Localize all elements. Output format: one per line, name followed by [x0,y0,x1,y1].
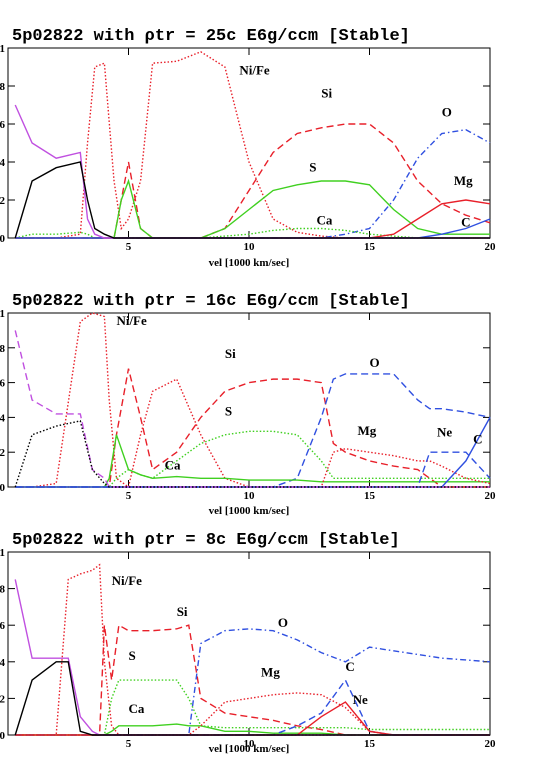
y-tick-label: .4 [0,157,6,169]
x-tick-label: 20 [485,241,497,253]
series-line [15,417,491,488]
x-axis-label: vel [1000 km/sec] [209,257,290,269]
series-label: C [473,432,482,447]
x-tick-label: 10 [244,738,256,750]
series-line [14,661,490,736]
x-tick-label: 5 [126,241,132,253]
series-line [15,227,490,239]
y-tick-label: 0 [0,233,6,245]
series-label: Ni/Fe [116,313,147,328]
series-label: Mg [454,173,473,188]
series-line [15,563,490,736]
series-label: O [370,355,380,370]
x-tick-label: 10 [244,241,256,253]
series-label: S [309,160,316,175]
series-label: Mg [261,664,280,679]
x-tick-label: 20 [485,490,497,502]
x-tick-label: 5 [126,738,132,750]
series-line [15,368,490,488]
chart-title: 5p02822 with ρtr = 25c E6g/ccm [Stable] [12,27,410,46]
series-label: C [461,215,470,230]
y-tick-label: .4 [0,657,6,669]
series-label: Mg [357,423,376,438]
series-label: S [225,404,232,419]
series-line [15,692,490,736]
y-tick-label: .6 [0,620,6,632]
series-line [15,434,490,488]
x-axis-label: vel [1000 km/sec] [209,743,290,755]
series-label: Si [321,85,332,100]
chart-title: 5p02822 with ρtr = 8c E6g/ccm [Stable] [12,531,400,550]
series-label: Ne [437,425,452,440]
series-line [15,628,491,736]
y-tick-label: .2 [0,447,6,459]
series-label: Ni/Fe [239,63,270,78]
series-line [14,330,490,488]
series-line [14,579,490,736]
series-label: S [129,648,136,663]
series-label: Ca [316,213,332,228]
series-line [14,161,490,239]
y-tick-label: 0 [0,730,6,742]
y-tick-label: .6 [0,378,6,390]
x-tick-label: 20 [485,738,497,750]
y-tick-label: .8 [0,81,6,93]
y-tick-label: 1 [0,547,5,559]
y-tick-label: 0 [0,482,6,494]
x-axis-label: vel [1000 km/sec] [209,505,290,517]
series-line [15,678,490,736]
chart-title: 5p02822 with ρtr = 16c E6g/ccm [Stable] [12,292,410,311]
series-label: Si [177,604,188,619]
series-label: C [345,659,354,674]
y-tick-label: .4 [0,412,6,424]
y-tick-label: .2 [0,195,6,207]
y-tick-label: .8 [0,343,6,355]
x-tick-label: 15 [364,241,376,253]
y-tick-label: 1 [0,308,5,320]
series-label: Ni/Fe [112,573,143,588]
series-line [14,420,490,488]
series-label: Ca [129,701,145,716]
x-tick-label: 5 [126,490,132,502]
series-line [15,430,490,488]
series-label: O [442,104,452,119]
x-tick-label: 15 [364,738,376,750]
y-tick-label: .2 [0,693,6,705]
series-label: O [278,615,288,630]
y-tick-label: .8 [0,584,6,596]
series-line [15,679,490,736]
plot-frame [7,551,491,736]
series-line [15,701,490,736]
series-label: Si [225,346,236,361]
series-line [15,624,490,736]
series-line [15,123,491,239]
y-tick-label: .6 [0,119,6,131]
series-label: Ca [165,458,181,473]
x-tick-label: 15 [364,490,376,502]
y-tick-label: 1 [0,43,5,55]
series-label: Ne [353,692,368,707]
x-tick-label: 10 [244,490,256,502]
